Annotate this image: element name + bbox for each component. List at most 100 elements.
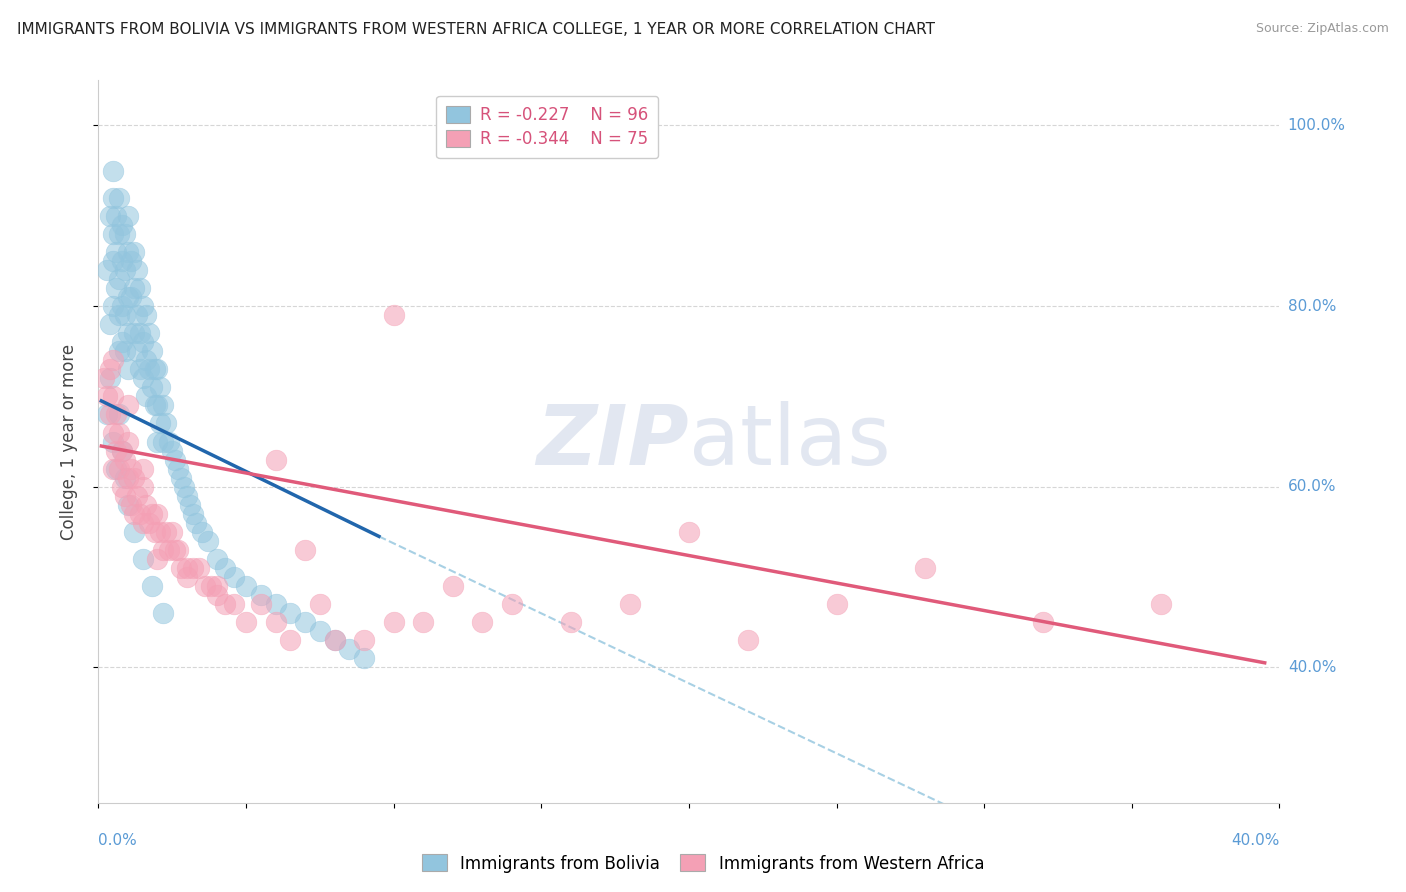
Point (146, 398, 169, 412)
Point (111, 299, 134, 313)
Point (224, 597, 246, 611)
Point (117, 244, 139, 259)
Point (128, 326, 150, 341)
Point (103, 163, 125, 178)
Point (149, 417, 172, 431)
Point (176, 570, 198, 584)
Point (678, 524, 700, 539)
Point (162, 443, 183, 458)
Legend: R = -0.227    N = 96, R = -0.344    N = 75: R = -0.227 N = 96, R = -0.344 N = 75 (436, 95, 658, 158)
Point (214, 561, 236, 575)
Point (165, 452, 187, 467)
Point (120, 254, 142, 268)
Point (117, 362, 139, 376)
Point (96, 389, 118, 403)
Point (1150, 597, 1173, 611)
Point (181, 561, 204, 575)
Point (132, 461, 155, 475)
Point (105, 408, 128, 422)
Point (128, 281, 150, 295)
Point (117, 434, 139, 449)
Point (197, 533, 219, 548)
Point (146, 434, 169, 449)
Point (105, 443, 128, 458)
Point (120, 461, 142, 475)
Point (98, 408, 121, 422)
Point (412, 615, 434, 630)
Point (235, 615, 257, 630)
Point (117, 209, 139, 223)
Point (560, 615, 582, 630)
Point (125, 263, 148, 277)
Point (96, 408, 118, 422)
Point (187, 561, 209, 575)
Point (96, 263, 118, 277)
Point (179, 498, 201, 512)
Point (214, 597, 236, 611)
Point (157, 434, 180, 449)
Point (114, 489, 136, 503)
Point (103, 434, 125, 449)
Point (441, 579, 464, 593)
Point (120, 290, 142, 304)
Point (108, 272, 131, 286)
Point (135, 308, 157, 322)
Point (125, 489, 148, 503)
Point (737, 633, 759, 648)
Point (108, 425, 131, 440)
Point (138, 516, 160, 530)
Point (111, 443, 134, 458)
Point (914, 561, 936, 575)
Point (93, 371, 115, 385)
Point (132, 480, 155, 494)
Point (114, 227, 136, 241)
Point (205, 579, 228, 593)
Point (501, 597, 523, 611)
Text: 100.0%: 100.0% (1288, 118, 1346, 133)
Point (264, 615, 287, 630)
Point (108, 227, 131, 241)
Point (157, 542, 180, 557)
Point (103, 299, 125, 313)
Point (103, 227, 125, 241)
Point (120, 498, 142, 512)
Point (152, 542, 174, 557)
Point (135, 498, 157, 512)
Point (339, 642, 361, 657)
Point (619, 597, 641, 611)
Text: Source: ZipAtlas.com: Source: ZipAtlas.com (1256, 22, 1389, 36)
Point (167, 461, 190, 475)
Point (181, 507, 204, 521)
Point (108, 308, 131, 322)
Point (141, 380, 163, 394)
Point (294, 542, 316, 557)
Point (122, 326, 145, 341)
Point (114, 308, 136, 322)
Y-axis label: College, 1 year or more: College, 1 year or more (59, 343, 77, 540)
Point (250, 588, 273, 602)
Point (235, 579, 257, 593)
Point (132, 299, 155, 313)
Point (170, 471, 193, 485)
Point (111, 480, 134, 494)
Point (143, 524, 166, 539)
Point (103, 353, 125, 368)
Point (103, 461, 125, 475)
Point (117, 398, 139, 412)
Point (103, 254, 125, 268)
Point (128, 362, 150, 376)
Point (138, 326, 160, 341)
Point (141, 344, 163, 359)
Point (264, 597, 287, 611)
Point (117, 471, 139, 485)
Point (152, 434, 174, 449)
Point (141, 507, 163, 521)
Point (111, 254, 134, 268)
Text: 0.0%: 0.0% (98, 833, 138, 848)
Point (323, 633, 346, 648)
Text: 80.0%: 80.0% (1288, 299, 1336, 314)
Point (105, 461, 128, 475)
Point (98, 362, 121, 376)
Point (132, 516, 155, 530)
Point (250, 597, 273, 611)
